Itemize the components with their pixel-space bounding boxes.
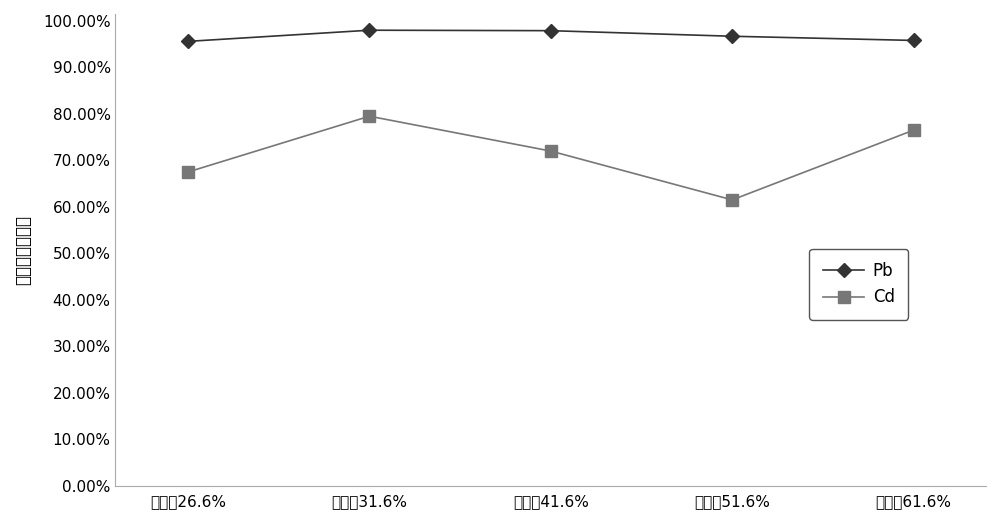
- Y-axis label: 重金属处理效率: 重金属处理效率: [14, 215, 32, 285]
- Pb: [182, 38, 194, 44]
- Line: Pb: Pb: [183, 25, 918, 46]
- Cd: [545, 148, 557, 154]
- Cd: [182, 169, 194, 175]
- Cd: [363, 113, 375, 119]
- Pb: [363, 27, 375, 33]
- Legend: Pb, Cd: Pb, Cd: [809, 249, 908, 320]
- Pb: [908, 37, 920, 43]
- Line: Cd: Cd: [182, 110, 920, 206]
- Cd: [726, 197, 738, 203]
- Pb: [726, 33, 738, 39]
- Cd: [908, 127, 920, 133]
- Pb: [545, 28, 557, 34]
